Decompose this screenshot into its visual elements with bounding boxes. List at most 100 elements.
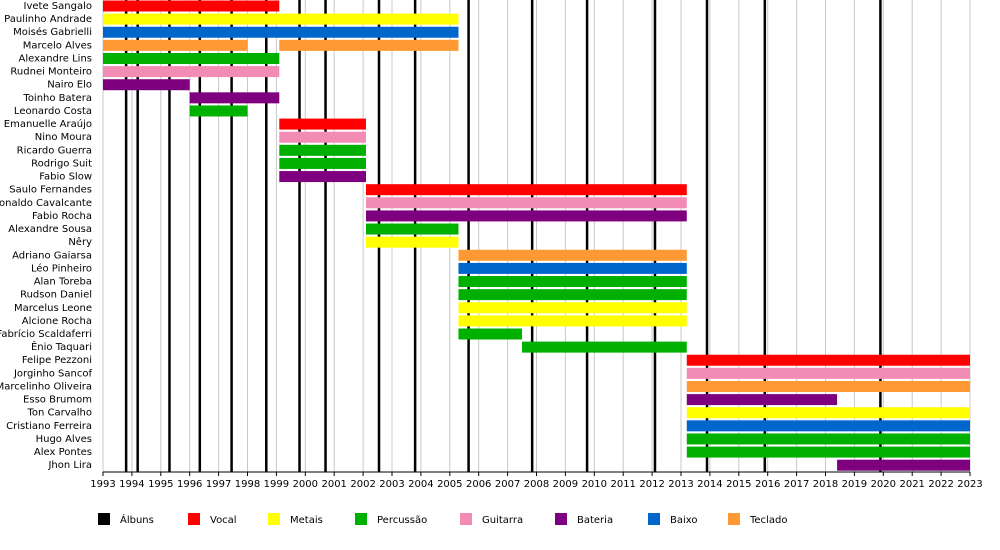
member-name: Alexandre Sousa [8,224,92,235]
membership-bar [103,13,459,25]
membership-bar [458,276,687,288]
x-tick-label: 1995 [148,479,173,490]
legend-label: Guitarra [482,515,523,526]
legend-swatch [648,513,660,525]
membership-bar [458,328,523,340]
x-tick-label: 1996 [177,479,202,490]
membership-bar [458,302,687,314]
membership-bar [279,131,366,143]
legend-swatch [460,513,472,525]
member-name: Nêry [68,236,92,248]
x-tick-label: 1999 [264,479,289,490]
member-name: Ronaldo Cavalcante [0,198,92,209]
member-name: Alexandre Lins [19,53,92,64]
legend-label: Vocal [210,515,237,526]
member-name: Léo Pinheiro [31,262,92,274]
membership-bar [686,354,970,366]
membership-bar [458,289,687,301]
x-tick-label: 2022 [928,479,953,490]
membership-bar [279,39,459,51]
x-tick-label: 2015 [726,479,751,490]
member-name: Alan Toreba [34,277,92,288]
legend-swatch [188,513,200,525]
member-name: Adriano Gaiarsa [12,250,92,261]
membership-bar [686,367,970,379]
x-tick-label: 2011 [610,479,635,490]
x-tick-label: 2000 [293,479,318,490]
membership-bar [837,459,970,471]
member-name: Ênio Taquari [31,340,92,353]
member-name: Fabio Slow [39,172,92,183]
legend-label: Álbuns [120,513,154,526]
x-tick-label: 1994 [119,479,144,490]
x-tick-label: 1993 [90,479,115,490]
member-name: Ivete Sangalo [24,1,92,12]
x-tick-label: 2001 [321,479,346,490]
legend-label: Teclado [749,515,787,526]
member-name: Saulo Fernandes [9,185,92,196]
x-tick-label: 2018 [813,479,838,490]
x-tick-label: 2013 [668,479,693,490]
member-name: Emanuelle Araújo [4,118,92,130]
membership-bar [686,407,970,419]
member-name: Marcelinho Oliveira [0,381,92,392]
legend-label: Bateria [577,515,613,526]
x-tick-label: 2006 [466,479,491,490]
x-tick-label: 2016 [755,479,780,490]
membership-bar [458,315,687,327]
x-tick-label: 2017 [784,479,809,490]
x-tick-label: 2008 [524,479,549,490]
membership-bar [686,380,970,392]
legend-label: Metais [290,515,323,526]
membership-bar [279,118,366,130]
member-name: Alcione Rocha [22,316,92,327]
member-name: Leonardo Costa [14,106,92,117]
x-tick-label: 2005 [437,479,462,490]
legend-swatch [355,513,367,525]
membership-bar [365,184,687,196]
membership-bar [103,26,459,38]
legend-swatch [268,513,280,525]
member-name: Fabrício Scaldaferri [0,328,92,340]
member-name: Nino Moura [35,132,92,143]
member-name: Felipe Pezzoni [22,355,92,366]
membership-bar [279,157,366,169]
member-name: Esso Brumom [23,395,92,406]
membership-bar [365,236,459,248]
x-tick-label: 2002 [350,479,375,490]
membership-bar [686,446,970,458]
membership-bar [103,66,280,78]
membership-bar [103,0,280,12]
x-tick-label: 2021 [899,479,924,490]
membership-bar [686,394,838,406]
member-name: Toinho Batera [22,93,92,104]
x-tick-label: 2009 [553,479,578,490]
legend-label: Baixo [670,515,698,526]
x-tick-label: 2010 [582,479,607,490]
x-tick-label: 2020 [871,479,896,490]
member-name: Fabio Rocha [32,211,92,222]
membership-bar [365,210,687,222]
member-name: Nairo Elo [47,80,92,91]
member-name: Paulinho Andrade [4,14,92,25]
member-name: Ricardo Guerra [17,145,92,156]
membership-bar [686,420,970,432]
x-tick-label: 2003 [379,479,404,490]
membership-bar [458,262,687,274]
member-name: Marcelus Leone [14,303,92,314]
membership-bar [279,144,366,156]
membership-bar [365,197,687,209]
member-name: Cristiano Ferreira [6,421,92,432]
x-tick-label: 1998 [235,479,260,490]
membership-bar [103,39,248,51]
member-name: Rudnei Monteiro [10,67,92,78]
x-tick-label: 2014 [697,479,722,490]
member-name: Marcelo Alves [23,40,92,51]
x-tick-label: 1997 [206,479,231,490]
x-tick-label: 2012 [639,479,664,490]
membership-bar [103,79,190,91]
member-name: Rodrigo Suit [31,158,92,169]
member-name: Alex Pontes [34,447,92,458]
member-name: Rudson Daniel [20,290,92,301]
